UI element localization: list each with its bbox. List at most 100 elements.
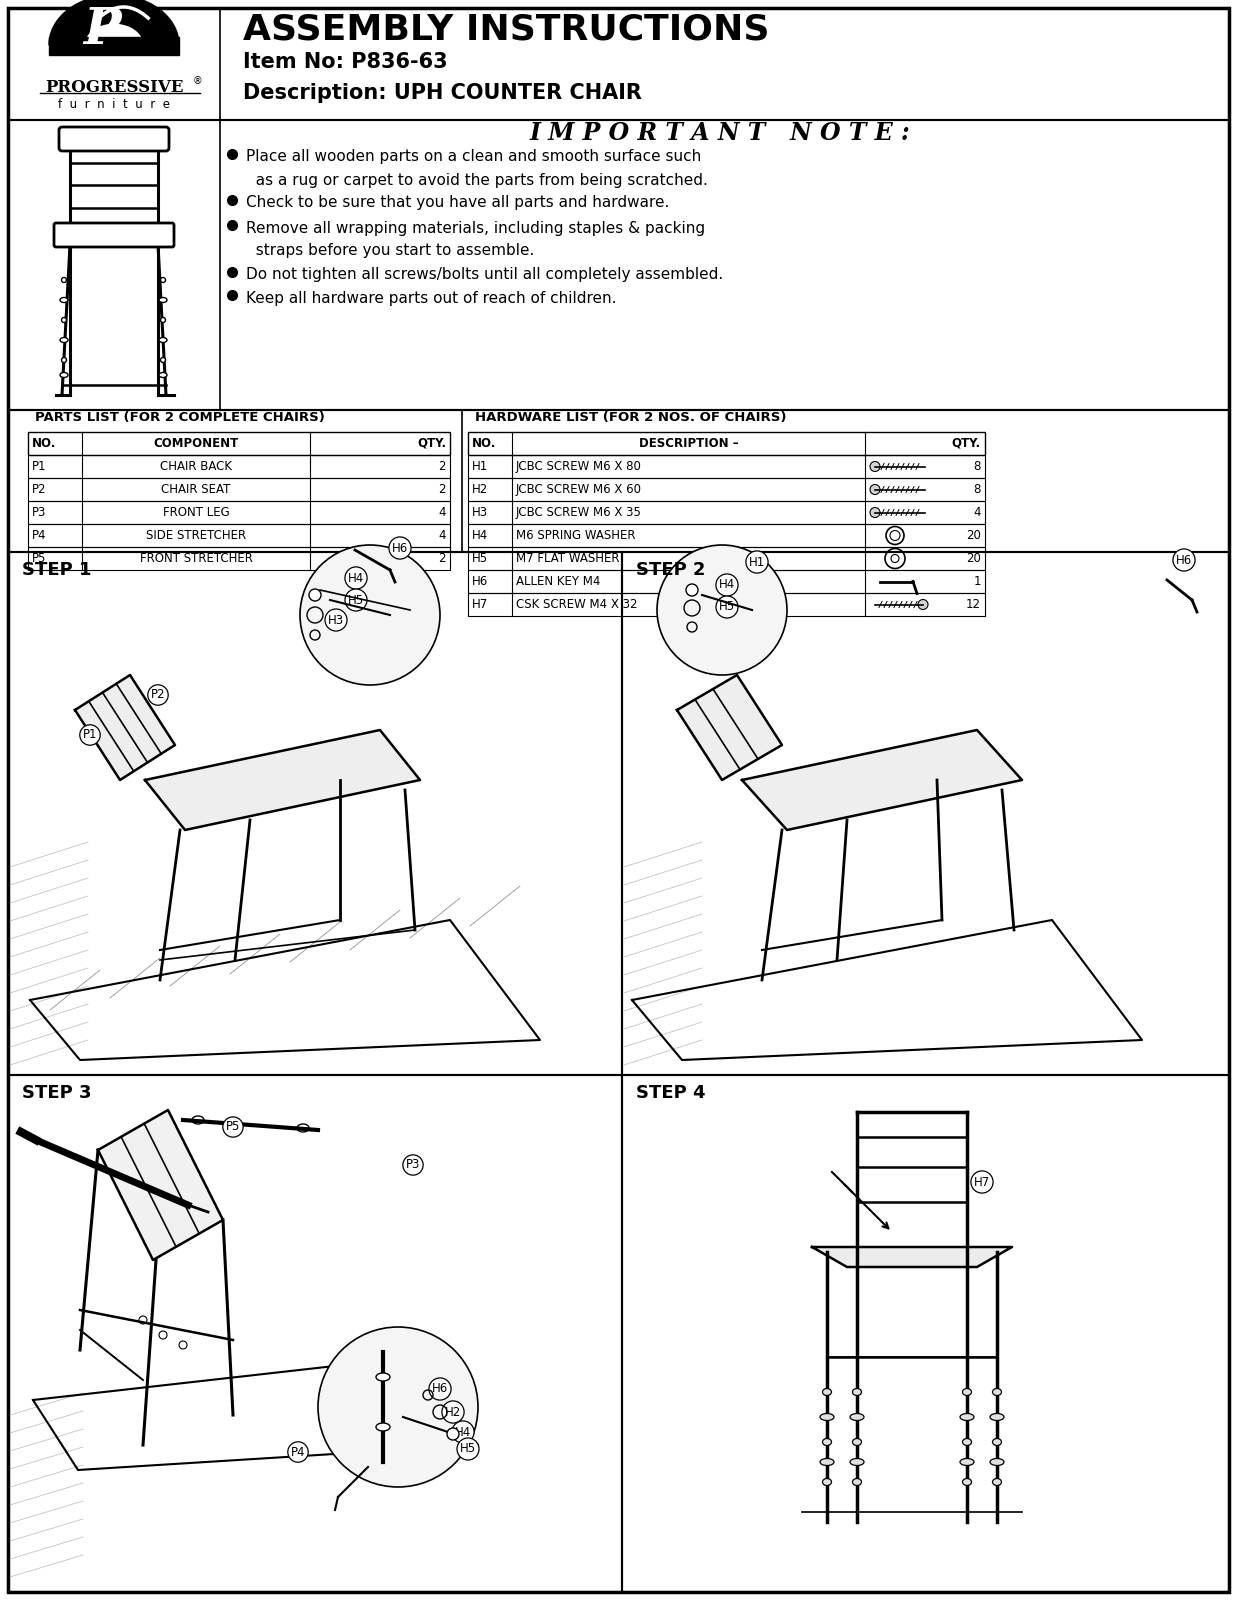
Ellipse shape bbox=[820, 1413, 834, 1421]
Ellipse shape bbox=[161, 357, 166, 363]
Ellipse shape bbox=[960, 1413, 974, 1421]
Text: as a rug or carpet to avoid the parts from being scratched.: as a rug or carpet to avoid the parts fr… bbox=[246, 173, 708, 187]
Ellipse shape bbox=[376, 1373, 390, 1381]
Polygon shape bbox=[49, 37, 179, 54]
Text: M6 SPRING WASHER: M6 SPRING WASHER bbox=[516, 530, 636, 542]
Bar bbox=[7, 1075, 622, 1592]
Ellipse shape bbox=[161, 277, 166, 283]
Ellipse shape bbox=[61, 338, 68, 342]
Text: 2: 2 bbox=[438, 461, 447, 474]
Text: H6: H6 bbox=[473, 574, 489, 587]
Bar bbox=[28, 501, 450, 525]
Polygon shape bbox=[98, 1110, 223, 1261]
Circle shape bbox=[447, 1427, 459, 1440]
Ellipse shape bbox=[62, 357, 67, 363]
Bar bbox=[622, 552, 1230, 1075]
Text: CHAIR BACK: CHAIR BACK bbox=[160, 461, 233, 474]
Ellipse shape bbox=[161, 317, 166, 323]
Circle shape bbox=[657, 546, 787, 675]
Bar bbox=[468, 432, 985, 454]
Text: H4: H4 bbox=[719, 579, 735, 592]
Text: 2: 2 bbox=[438, 552, 447, 565]
Bar bbox=[28, 432, 450, 454]
Text: Do not tighten all screws/bolts until all completely assembled.: Do not tighten all screws/bolts until al… bbox=[246, 267, 724, 283]
Text: DESCRIPTION –: DESCRIPTION – bbox=[638, 437, 738, 450]
Text: f  u  r  n  i  t  u  r  e: f u r n i t u r e bbox=[58, 98, 169, 110]
Text: HARDWARE LIST (FOR 2 NOS. OF CHAIRS): HARDWARE LIST (FOR 2 NOS. OF CHAIRS) bbox=[475, 411, 787, 424]
Bar bbox=[468, 478, 985, 501]
Text: 20: 20 bbox=[966, 530, 981, 542]
Ellipse shape bbox=[992, 1438, 1002, 1445]
Text: 4: 4 bbox=[438, 530, 447, 542]
Text: P2: P2 bbox=[32, 483, 47, 496]
Text: H5: H5 bbox=[460, 1443, 476, 1456]
Text: straps before you start to assemble.: straps before you start to assemble. bbox=[246, 243, 534, 258]
Bar bbox=[28, 525, 450, 547]
Text: 20: 20 bbox=[966, 552, 981, 565]
Bar bbox=[7, 120, 1230, 410]
Text: PROGRESSIVE: PROGRESSIVE bbox=[45, 78, 183, 96]
Text: STEP 3: STEP 3 bbox=[22, 1085, 92, 1102]
Text: NO.: NO. bbox=[473, 437, 496, 450]
Circle shape bbox=[309, 589, 320, 602]
Text: H6: H6 bbox=[1176, 554, 1192, 566]
Text: ASSEMBLY INSTRUCTIONS: ASSEMBLY INSTRUCTIONS bbox=[242, 13, 769, 46]
Text: P3: P3 bbox=[32, 506, 46, 518]
Text: Item No: P836-63: Item No: P836-63 bbox=[242, 51, 448, 72]
Text: H2: H2 bbox=[473, 483, 489, 496]
Text: QTY.: QTY. bbox=[417, 437, 447, 450]
Ellipse shape bbox=[850, 1459, 863, 1466]
Text: 12: 12 bbox=[966, 598, 981, 611]
Text: Remove all wrapping materials, including staples & packing: Remove all wrapping materials, including… bbox=[246, 221, 705, 235]
Ellipse shape bbox=[376, 1422, 390, 1430]
Text: ®: ® bbox=[193, 75, 203, 86]
Text: H7: H7 bbox=[473, 598, 489, 611]
Bar bbox=[28, 454, 450, 478]
Bar bbox=[7, 410, 1230, 552]
Ellipse shape bbox=[61, 298, 68, 302]
Ellipse shape bbox=[820, 1459, 834, 1466]
Circle shape bbox=[870, 507, 880, 517]
Text: P3: P3 bbox=[406, 1158, 421, 1171]
Text: H6: H6 bbox=[392, 541, 408, 555]
Text: 8: 8 bbox=[974, 483, 981, 496]
Text: FRONT STRETCHER: FRONT STRETCHER bbox=[140, 552, 252, 565]
Circle shape bbox=[301, 546, 440, 685]
Text: P5: P5 bbox=[226, 1120, 240, 1133]
Ellipse shape bbox=[852, 1389, 861, 1395]
Text: NO.: NO. bbox=[32, 437, 57, 450]
Text: P: P bbox=[83, 6, 121, 56]
Polygon shape bbox=[811, 1246, 1012, 1267]
Text: H4: H4 bbox=[455, 1426, 471, 1438]
Text: 2: 2 bbox=[438, 483, 447, 496]
Text: P4: P4 bbox=[291, 1445, 306, 1459]
Text: I M P O R T A N T   N O T E :: I M P O R T A N T N O T E : bbox=[529, 122, 910, 146]
Polygon shape bbox=[742, 730, 1022, 830]
Ellipse shape bbox=[62, 317, 67, 323]
Ellipse shape bbox=[61, 373, 68, 378]
Text: PARTS LIST (FOR 2 COMPLETE CHAIRS): PARTS LIST (FOR 2 COMPLETE CHAIRS) bbox=[35, 411, 325, 424]
Ellipse shape bbox=[990, 1459, 1004, 1466]
Bar bbox=[468, 501, 985, 525]
Text: SIDE STRETCHER: SIDE STRETCHER bbox=[146, 530, 246, 542]
Text: H5: H5 bbox=[719, 600, 735, 613]
Text: STEP 1: STEP 1 bbox=[22, 562, 92, 579]
Ellipse shape bbox=[960, 1459, 974, 1466]
Text: ALLEN KEY M4: ALLEN KEY M4 bbox=[516, 574, 600, 587]
Ellipse shape bbox=[192, 1117, 204, 1123]
Bar bbox=[468, 547, 985, 570]
Text: Check to be sure that you have all parts and hardware.: Check to be sure that you have all parts… bbox=[246, 195, 669, 211]
Ellipse shape bbox=[297, 1123, 309, 1133]
Bar bbox=[468, 570, 985, 594]
Text: FRONT LEG: FRONT LEG bbox=[162, 506, 229, 518]
Text: Place all wooden parts on a clean and smooth surface such: Place all wooden parts on a clean and sm… bbox=[246, 149, 701, 165]
Ellipse shape bbox=[160, 298, 167, 302]
Text: CHAIR SEAT: CHAIR SEAT bbox=[161, 483, 230, 496]
Text: 1: 1 bbox=[974, 574, 981, 587]
Text: H1: H1 bbox=[473, 461, 489, 474]
Bar bbox=[468, 594, 985, 616]
Text: H7: H7 bbox=[974, 1176, 990, 1189]
Text: STEP 4: STEP 4 bbox=[636, 1085, 705, 1102]
Text: 4: 4 bbox=[438, 506, 447, 518]
Text: H4: H4 bbox=[348, 571, 364, 584]
